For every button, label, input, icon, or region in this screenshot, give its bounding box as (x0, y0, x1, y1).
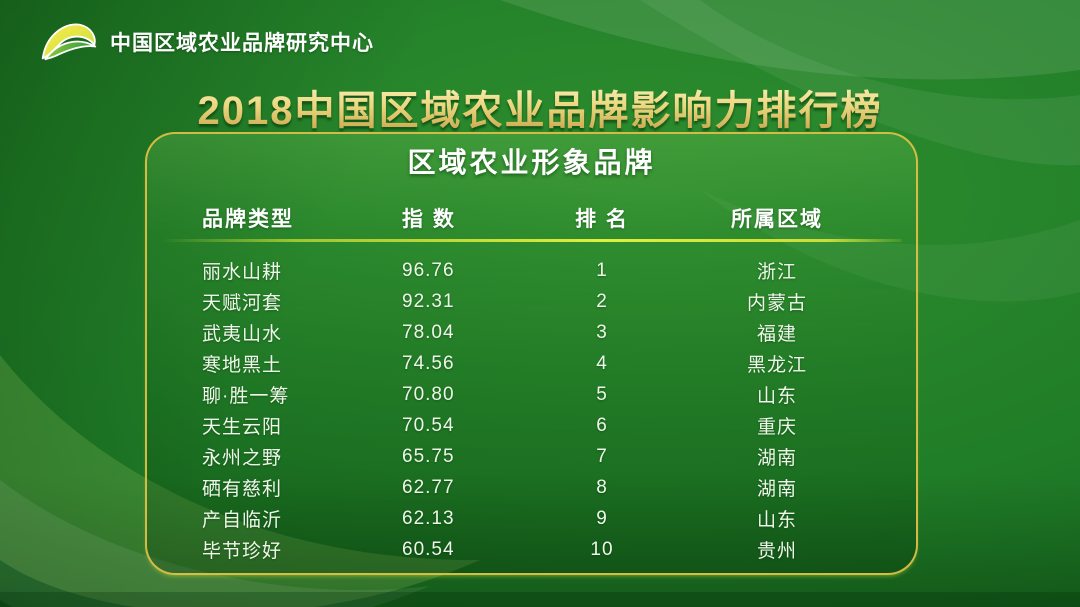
region-cell: 湖南 (756, 479, 797, 500)
brand-cell: 毕节珍好 (202, 541, 283, 562)
index-cell: 96.76 (402, 259, 455, 281)
region-cell: 贵州 (756, 541, 797, 562)
ranking-panel: 区域农业形象品牌 品牌类型 指 数 排 名 所属区域 丽水山耕 96.76 1 浙江天… (145, 132, 918, 575)
index-cell: 65.75 (402, 445, 455, 467)
region-cell: 黑龙江 (746, 355, 807, 376)
rank-cell: 9 (596, 507, 608, 529)
column-header-index: 指 数 (402, 208, 456, 231)
region-cell: 浙江 (756, 262, 797, 283)
index-cell: 74.56 (402, 352, 455, 374)
leaf-hill-logo-icon (41, 23, 97, 61)
rank-cell: 5 (596, 383, 608, 405)
index-cell: 78.04 (402, 321, 455, 343)
brand-header: 中国区域农业品牌研究中心 (0, 0, 1080, 64)
column-header-rank: 排 名 (575, 208, 629, 231)
panel-title: 区域农业形象品牌 (407, 147, 656, 178)
table-row: 产自临沂 62.13 9 山东 (147, 503, 916, 534)
index-cell: 70.80 (402, 383, 455, 405)
brand-cell: 产自临沂 (202, 510, 283, 531)
rank-cell: 4 (596, 352, 608, 374)
rank-cell: 7 (596, 445, 608, 467)
table-row: 聊·胜一筹 70.80 5 山东 (147, 379, 916, 410)
table-row: 丽水山耕 96.76 1 浙江 (147, 255, 916, 286)
brand-cell: 永州之野 (202, 448, 283, 469)
table-body: 丽水山耕 96.76 1 浙江天赋河套 92.31 2 内蒙古武夷山水 78.04 3 福建寒地黑… (147, 255, 916, 565)
region-cell: 福建 (756, 324, 797, 345)
region-cell: 内蒙古 (746, 293, 807, 314)
table-row: 永州之野 65.75 7 湖南 (147, 441, 916, 472)
region-cell: 山东 (756, 510, 797, 531)
brand-cell: 丽水山耕 (202, 262, 283, 283)
index-cell: 62.13 (402, 507, 455, 529)
rank-cell: 1 (596, 259, 608, 281)
table-row: 硒有慈利 62.77 8 湖南 (147, 472, 916, 503)
brand-cell: 武夷山水 (202, 324, 283, 345)
region-cell: 湖南 (756, 448, 797, 469)
rank-cell: 2 (596, 290, 608, 312)
brand-cell: 硒有慈利 (202, 479, 283, 500)
table-row: 天生云阳 70.54 6 重庆 (147, 410, 916, 441)
table-header-row: 品牌类型 指 数 排 名 所属区域 (147, 203, 916, 231)
brand-cell: 天赋河套 (202, 293, 283, 314)
header-divider (161, 239, 902, 242)
organization-name: 中国区域农业品牌研究中心 (110, 32, 374, 55)
region-cell: 重庆 (756, 417, 797, 438)
brand-cell: 寒地黑土 (202, 355, 283, 376)
index-cell: 60.54 (402, 538, 455, 560)
region-cell: 山东 (756, 386, 797, 407)
table-row: 天赋河套 92.31 2 内蒙古 (147, 286, 916, 317)
table-row: 毕节珍好 60.54 10 贵州 (147, 534, 916, 565)
column-header-region: 所属区域 (731, 208, 823, 231)
index-cell: 70.54 (402, 414, 455, 436)
brand-cell: 天生云阳 (202, 417, 283, 438)
column-header-brand: 品牌类型 (202, 208, 294, 231)
rank-cell: 10 (590, 538, 614, 560)
table-row: 寒地黑土 74.56 4 黑龙江 (147, 348, 916, 379)
index-cell: 92.31 (402, 290, 455, 312)
table-row: 武夷山水 78.04 3 福建 (147, 317, 916, 348)
index-cell: 62.77 (402, 476, 455, 498)
brand-cell: 聊·胜一筹 (202, 386, 290, 407)
rank-cell: 3 (596, 321, 608, 343)
page-title: 2018中国区域农业品牌影响力排行榜 (0, 78, 1080, 136)
rank-cell: 8 (596, 476, 608, 498)
rank-cell: 6 (596, 414, 608, 436)
